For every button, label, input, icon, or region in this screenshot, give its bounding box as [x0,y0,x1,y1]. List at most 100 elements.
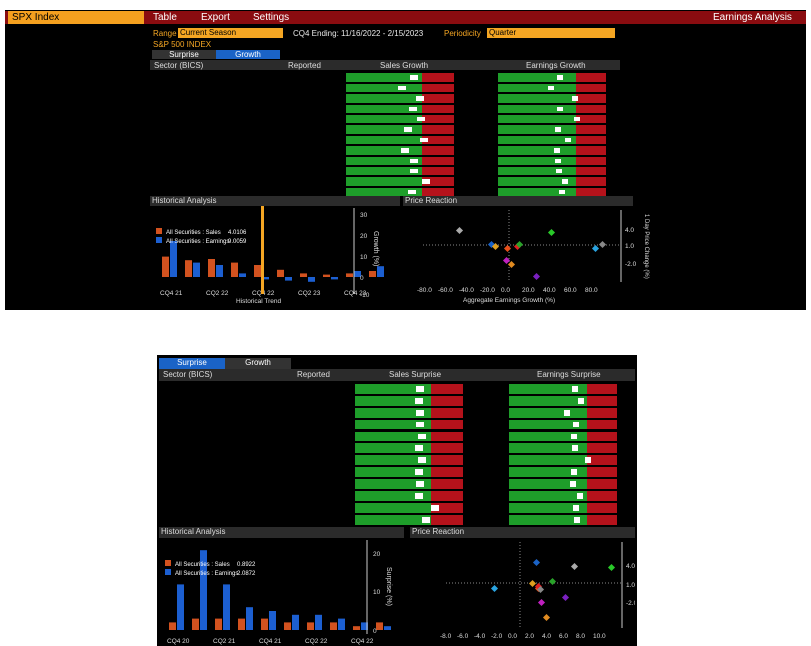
sales-bar [192,618,199,630]
column-header[interactable]: Reported [297,370,330,379]
table-row[interactable] [159,490,635,501]
column-header[interactable]: Sales Growth [380,61,429,70]
y-axis-label: 1 Day Price Change (%) [643,214,649,279]
sales-bar [355,467,463,478]
earnings-bar [498,115,606,124]
table-row[interactable] [159,502,635,513]
sales-bar [307,622,314,630]
table-row[interactable] [150,93,620,103]
x-tick-label: 10.0 [593,633,606,640]
earnings-bar [377,266,384,277]
sales-bar [346,83,454,93]
column-header[interactable]: Sector (BICS) [163,370,213,379]
scatter-point [542,613,551,622]
earnings-bar [509,514,617,525]
function-title: Earnings Analysis [713,12,792,23]
x-tick-label: CQ2 22 [305,638,328,645]
menu-export[interactable]: Export [201,12,230,23]
legend-earnings-swatch [156,237,162,243]
table-row[interactable] [159,454,635,466]
sales-bar [355,502,463,513]
earnings-bar [498,187,606,197]
tab-surprise[interactable]: Surprise [152,50,216,59]
legend-earnings-label: All Securities : Earnings [175,571,238,577]
x-tick-label: 60.0 [564,287,577,294]
sales-bar [346,167,454,176]
x-tick-label: -2.0 [491,633,503,640]
table-row[interactable] [159,419,635,430]
column-header[interactable]: Earnings Surprise [537,370,601,379]
y-tick-label: 0 [360,275,364,282]
sales-bar [208,259,215,277]
scatter-point [491,242,500,251]
table-row[interactable] [150,104,620,114]
sales-bar [355,443,463,454]
table-row[interactable] [159,466,635,478]
periodicity-select[interactable]: Quarter [487,28,615,38]
tab-growth[interactable]: Growth [216,50,280,59]
table-row[interactable] [150,72,620,82]
table-row[interactable] [150,145,620,155]
sales-bar [346,115,454,124]
column-header[interactable]: Sales Surprise [389,370,442,379]
column-header[interactable]: Earnings Growth [526,61,586,70]
x-tick-label: CQ4 21 [259,638,282,645]
sales-bar [284,622,291,630]
menu-settings[interactable]: Settings [253,12,290,23]
top-toolbar: SPX Index Table Export Settings Earnings… [5,11,806,24]
table-row[interactable] [150,187,620,197]
table-row[interactable] [159,514,635,525]
legend-sales-swatch [165,560,171,566]
ticker-field[interactable]: SPX Index [8,11,144,24]
earnings-bar [498,177,606,186]
earnings-bar [269,611,276,630]
table-row[interactable] [150,83,620,93]
earnings-bar [285,277,292,281]
earnings-bar [509,431,617,442]
earnings-bar [498,94,606,103]
table-row[interactable] [150,114,620,124]
column-header[interactable]: Sector (BICS) [154,61,204,70]
scatter-point [591,244,600,253]
scatter-point [547,228,556,237]
scatter-point [532,558,541,567]
earnings-bar [200,550,207,630]
earnings-bar [509,395,617,406]
sales-bar [238,618,245,630]
column-header[interactable]: Reported [288,61,321,70]
table-row[interactable] [150,135,620,145]
legend-earnings-value: 2.0872 [237,571,256,577]
sales-bar [346,187,454,197]
scatter-point [532,272,541,281]
sales-bar [353,626,360,630]
scatter-point [561,593,570,602]
earnings-bar [216,265,223,277]
sales-bar [346,135,454,145]
table-row[interactable] [159,431,635,442]
range-select[interactable]: Current Season [178,28,283,38]
menu-table[interactable]: Table [153,12,177,23]
periodicity-label: Periodicity [444,29,481,38]
sales-bar [346,73,454,82]
table-row[interactable] [159,442,635,454]
table-row[interactable] [159,478,635,489]
table-row[interactable] [150,166,620,176]
pr-title-2: Price Reaction [410,527,635,538]
table-row[interactable] [159,383,635,394]
tab-growth-2[interactable]: Growth [225,358,291,369]
x-tick-label: CQ4 22 [351,638,374,645]
table-row[interactable] [150,176,620,186]
table-row[interactable] [150,156,620,166]
sales-bar [355,407,463,418]
tab-surprise-2[interactable]: Surprise [159,358,225,369]
y-tick-label: 1.0 [625,243,634,250]
table-row[interactable] [159,407,635,418]
sales-bar [346,273,353,277]
table-row[interactable] [159,395,635,406]
scatter-point [502,256,511,265]
table-row[interactable] [150,124,620,134]
scatter-point [607,563,616,572]
earnings-bar [338,618,345,630]
x-tick-label: -40.0 [459,287,474,294]
earnings-bar [498,125,606,134]
